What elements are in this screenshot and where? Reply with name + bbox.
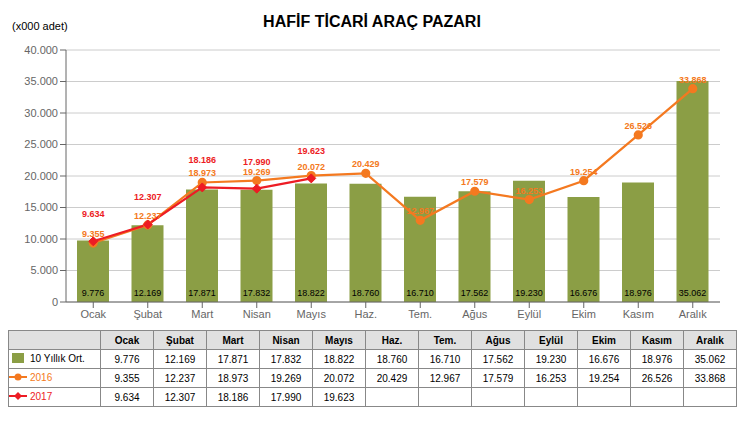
html-text:19.230: 19.230 — [535, 353, 567, 365]
svg-text:17.990: 17.990 — [243, 157, 271, 167]
svg-text:Aralık: Aralık — [679, 308, 708, 320]
svg-text:16.676: 16.676 — [570, 288, 598, 298]
svg-text:Mart: Mart — [191, 308, 213, 320]
html-text:18.186: 18.186 — [217, 391, 249, 403]
svg-text:Mayıs: Mayıs — [297, 308, 327, 320]
svg-text:0: 0 — [52, 296, 58, 308]
html-text:HAFİF TİCARİ ARAÇ PAZARI: HAFİF TİCARİ ARAÇ PAZARI — [263, 13, 481, 30]
svg-text:18.976: 18.976 — [624, 288, 652, 298]
html-text:18.822: 18.822 — [323, 353, 355, 365]
html-text:17.832: 17.832 — [270, 353, 302, 365]
svg-text:18.760: 18.760 — [352, 288, 380, 298]
svg-text:18.822: 18.822 — [297, 288, 325, 298]
html-text:2016: 2016 — [30, 371, 53, 383]
svg-text:Nisan: Nisan — [243, 308, 271, 320]
svg-text:19.269: 19.269 — [243, 167, 271, 177]
svg-text:18.973: 18.973 — [188, 168, 216, 178]
svg-text:18.186: 18.186 — [188, 155, 216, 165]
html-text:2017: 2017 — [30, 390, 53, 402]
svg-text:12.237: 12.237 — [134, 211, 162, 221]
svg-text:16.253: 16.253 — [515, 186, 543, 196]
html-text:17.562: 17.562 — [482, 353, 514, 365]
html-text:16.710: 16.710 — [429, 353, 461, 365]
svg-text:19.230: 19.230 — [515, 288, 543, 298]
html-text:Aralık: Aralık — [696, 334, 724, 346]
html-text:19.623: 19.623 — [323, 391, 355, 403]
html-text:12.169: 12.169 — [164, 353, 196, 365]
svg-text:26.526: 26.526 — [624, 121, 652, 131]
svg-text:Ocak: Ocak — [80, 308, 106, 320]
svg-text:25.000: 25.000 — [24, 138, 58, 150]
html-text:Ekim: Ekim — [592, 334, 616, 346]
html-text:17.579: 17.579 — [482, 372, 514, 384]
html-text:33.868: 33.868 — [694, 372, 726, 384]
svg-text:12.169: 12.169 — [134, 288, 162, 298]
svg-text:12.967: 12.967 — [406, 206, 434, 216]
html-text:18.760: 18.760 — [376, 353, 408, 365]
html-text:19.269: 19.269 — [270, 372, 302, 384]
svg-text:35.000: 35.000 — [24, 75, 58, 87]
html-text:35.062: 35.062 — [694, 353, 726, 365]
svg-text:Tem.: Tem. — [408, 308, 432, 320]
svg-text:12.307: 12.307 — [134, 192, 162, 202]
html-text:Şubat: Şubat — [166, 334, 194, 346]
svg-text:Şubat: Şubat — [133, 308, 162, 320]
svg-text:Ağus: Ağus — [462, 308, 488, 320]
html-text:16.676: 16.676 — [588, 353, 620, 365]
html-text:9.355: 9.355 — [114, 372, 140, 384]
html-text:10 Yıllık Ort.: 10 Yıllık Ort. — [30, 352, 85, 364]
svg-text:19.254: 19.254 — [570, 167, 598, 177]
html-text:(x000 adet): (x000 adet) — [12, 20, 68, 32]
html-text:Tem.: Tem. — [433, 334, 457, 346]
html-text:18.976: 18.976 — [641, 353, 673, 365]
html-text:Kasım: Kasım — [642, 334, 672, 346]
svg-text:9.355: 9.355 — [82, 229, 105, 239]
svg-text:9.634: 9.634 — [82, 209, 105, 219]
html-text:Mayıs: Mayıs — [325, 334, 353, 346]
svg-text:20.429: 20.429 — [352, 159, 380, 169]
svg-text:9.776: 9.776 — [82, 288, 105, 298]
svg-text:17.562: 17.562 — [461, 288, 489, 298]
svg-text:Haz.: Haz. — [354, 308, 377, 320]
svg-text:Eylül: Eylül — [517, 308, 541, 320]
html-text:12.237: 12.237 — [164, 372, 196, 384]
svg-text:17.832: 17.832 — [243, 288, 271, 298]
html-text:9.634: 9.634 — [114, 391, 140, 403]
svg-text:35.062: 35.062 — [679, 288, 707, 298]
html-text:Nisan: Nisan — [272, 334, 300, 346]
svg-text:33.868: 33.868 — [679, 75, 707, 85]
svg-text:16.710: 16.710 — [406, 288, 434, 298]
svg-text:5.000: 5.000 — [30, 264, 58, 276]
html-text:Mart: Mart — [222, 334, 244, 346]
html-text:20.429: 20.429 — [376, 372, 408, 384]
html-text:18.973: 18.973 — [217, 372, 249, 384]
html-text:9.776: 9.776 — [114, 353, 140, 365]
svg-text:Ekim: Ekim — [572, 308, 596, 320]
svg-text:Kasım: Kasım — [623, 308, 654, 320]
html-text:Ocak: Ocak — [114, 334, 140, 346]
svg-text:19.623: 19.623 — [297, 146, 325, 156]
html-text:17.990: 17.990 — [270, 391, 302, 403]
svg-text:40.000: 40.000 — [24, 44, 58, 56]
svg-text:20.072: 20.072 — [297, 162, 325, 172]
svg-text:17.871: 17.871 — [188, 288, 216, 298]
html-text:Eylül: Eylül — [539, 334, 563, 346]
svg-text:10.000: 10.000 — [24, 233, 58, 245]
html-text:26.526: 26.526 — [641, 372, 673, 384]
html-text:16.253: 16.253 — [535, 372, 567, 384]
svg-text:17.579: 17.579 — [461, 177, 489, 187]
html-text:19.254: 19.254 — [588, 372, 620, 384]
html-text:12.967: 12.967 — [429, 372, 461, 384]
svg-text:30.000: 30.000 — [24, 107, 58, 119]
html-text:17.871: 17.871 — [217, 353, 249, 365]
html-text:Haz.: Haz. — [381, 334, 403, 346]
html-text:Ağus: Ağus — [485, 334, 511, 346]
html-text:20.072: 20.072 — [323, 372, 355, 384]
svg-text:20.000: 20.000 — [24, 170, 58, 182]
svg-text:15.000: 15.000 — [24, 201, 58, 213]
html-text:12.307: 12.307 — [164, 391, 196, 403]
